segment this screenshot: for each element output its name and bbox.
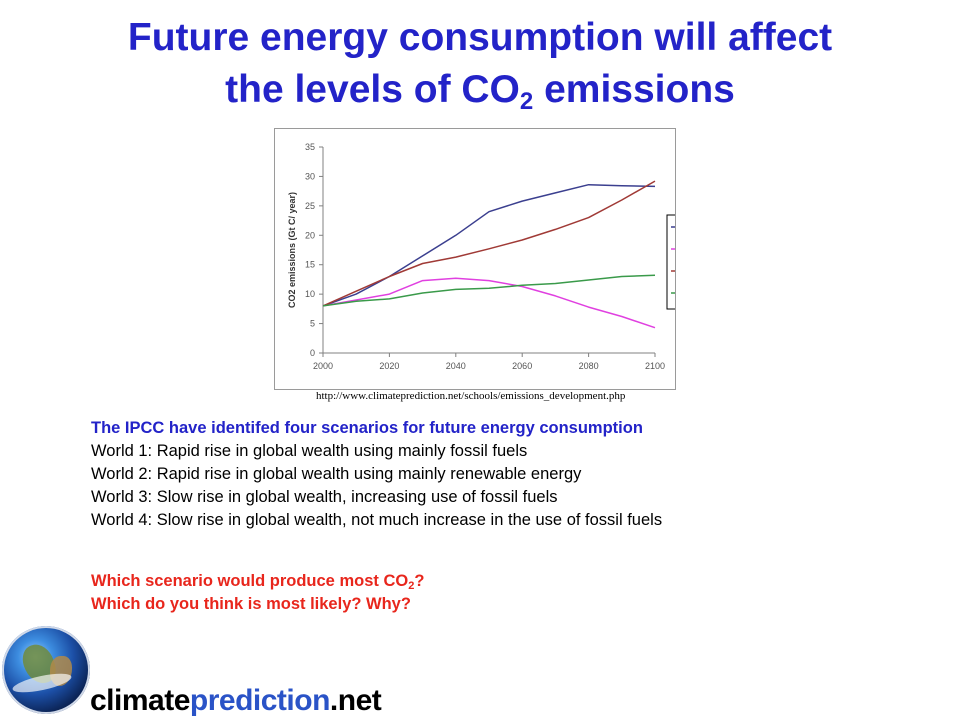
y-tick-label: 20 <box>305 230 315 240</box>
y-tick-label: 10 <box>305 289 315 299</box>
series-line-2 <box>322 277 656 329</box>
x-tick-label: 2020 <box>379 361 399 371</box>
title-line-2: the levels of CO2 emissions <box>225 68 735 114</box>
question-1-subscript: 2 <box>408 580 415 592</box>
y-tick-label: 15 <box>305 260 315 270</box>
globe-icon <box>2 626 90 714</box>
x-tick-label: 2000 <box>313 361 333 371</box>
y-tick-label: 30 <box>305 171 315 181</box>
world-3-text: World 3: Slow rise in global wealth, inc… <box>91 488 558 506</box>
x-tick-label: 2060 <box>512 361 532 371</box>
world-1-text: World 1: Rapid rise in global wealth usi… <box>91 442 528 460</box>
chart-canvas: 0 5 10 15 20 25 30 35 2000 2020 2040 2060 2080 2100 CO… <box>287 142 675 371</box>
world-4-text: World 4: Slow rise in global wealth, not… <box>91 511 663 529</box>
series-line-1 <box>322 183 656 307</box>
y-tick-label: 25 <box>305 201 315 211</box>
legend-box <box>666 214 675 310</box>
intro-text: The IPCC have identifed four scenarios f… <box>91 419 643 437</box>
questions: Which scenario would produce most CO2? W… <box>91 570 424 616</box>
x-tick-label: 2080 <box>579 361 599 371</box>
logo-text-climate: climate <box>90 684 190 717</box>
series-line-4 <box>322 274 656 307</box>
y-tick-label: 5 <box>310 319 315 329</box>
series-line-3 <box>322 180 656 307</box>
y-axis-label: CO2 emissions (Gt C/ year) <box>287 192 297 308</box>
question-1-text: Which scenario would produce most CO <box>91 572 409 590</box>
y-tick-label: 0 <box>310 348 315 358</box>
question-2: Which do you think is most likely? Why? <box>91 595 411 613</box>
climateprediction-logo: climateprediction.net <box>0 622 420 720</box>
logo-text-net: .net <box>329 684 382 717</box>
y-tick-label: 35 <box>305 142 315 152</box>
title-line-1: Future energy consumption will affect <box>127 16 833 59</box>
x-tick-label: 2040 <box>446 361 466 371</box>
title-line-2-text: the levels of CO <box>225 68 520 111</box>
logo-text-prediction: prediction <box>189 684 331 717</box>
title-line-2-end: emissions <box>533 68 735 111</box>
x-tick-label: 2100 <box>645 361 665 371</box>
question-1-mark: ? <box>414 572 425 590</box>
question-1: Which scenario would produce most CO2? <box>91 570 424 593</box>
slide-title: Future energy consumption will affect th… <box>0 12 960 116</box>
emissions-chart: 0 5 10 15 20 25 30 35 2000 2020 2040 2060 2080 2100 CO… <box>274 128 676 390</box>
source-url: http://www.climateprediction.net/schools… <box>316 390 626 402</box>
title-subscript: 2 <box>519 88 534 115</box>
logo-text: climateprediction.net <box>90 684 382 718</box>
scenario-description: The IPCC have identifed four scenarios f… <box>91 417 951 532</box>
world-2-text: World 2: Rapid rise in global wealth usi… <box>91 465 582 483</box>
